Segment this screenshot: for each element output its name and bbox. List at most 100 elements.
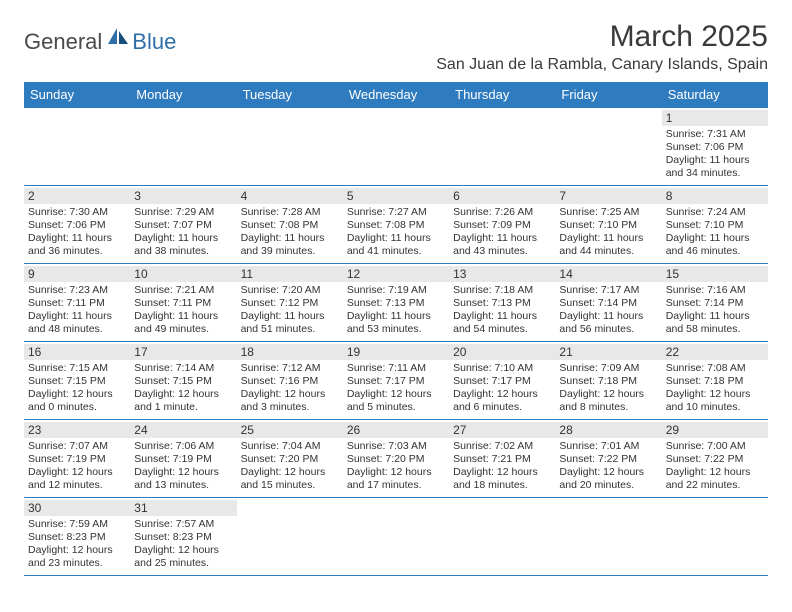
daylight-text: Daylight: 11 hours and 54 minutes. bbox=[453, 310, 551, 336]
calendar-cell: 30Sunrise: 7:59 AMSunset: 8:23 PMDayligh… bbox=[24, 498, 130, 576]
calendar-cell: 13Sunrise: 7:18 AMSunset: 7:13 PMDayligh… bbox=[449, 264, 555, 342]
calendar-cell: 10Sunrise: 7:21 AMSunset: 7:11 PMDayligh… bbox=[130, 264, 236, 342]
sunrise-text: Sunrise: 7:17 AM bbox=[559, 284, 657, 297]
calendar-cell bbox=[449, 108, 555, 186]
sunrise-text: Sunrise: 7:03 AM bbox=[347, 440, 445, 453]
logo-text-blue: Blue bbox=[132, 29, 176, 55]
sunset-text: Sunset: 7:20 PM bbox=[241, 453, 339, 466]
day-number: 31 bbox=[130, 500, 236, 516]
calendar-cell: 9Sunrise: 7:23 AMSunset: 7:11 PMDaylight… bbox=[24, 264, 130, 342]
day-info: Sunrise: 7:19 AMSunset: 7:13 PMDaylight:… bbox=[347, 284, 445, 337]
day-info: Sunrise: 7:09 AMSunset: 7:18 PMDaylight:… bbox=[559, 362, 657, 415]
calendar-cell bbox=[237, 498, 343, 576]
day-info: Sunrise: 7:06 AMSunset: 7:19 PMDaylight:… bbox=[134, 440, 232, 493]
day-info: Sunrise: 7:57 AMSunset: 8:23 PMDaylight:… bbox=[134, 518, 232, 571]
sunrise-text: Sunrise: 7:23 AM bbox=[28, 284, 126, 297]
sunrise-text: Sunrise: 7:16 AM bbox=[666, 284, 764, 297]
sunset-text: Sunset: 7:15 PM bbox=[28, 375, 126, 388]
day-info: Sunrise: 7:02 AMSunset: 7:21 PMDaylight:… bbox=[453, 440, 551, 493]
sunrise-text: Sunrise: 7:19 AM bbox=[347, 284, 445, 297]
sunrise-text: Sunrise: 7:27 AM bbox=[347, 206, 445, 219]
calendar-cell: 5Sunrise: 7:27 AMSunset: 7:08 PMDaylight… bbox=[343, 186, 449, 264]
day-info: Sunrise: 7:17 AMSunset: 7:14 PMDaylight:… bbox=[559, 284, 657, 337]
sunset-text: Sunset: 7:13 PM bbox=[453, 297, 551, 310]
weekday-header: Wednesday bbox=[343, 82, 449, 108]
weekday-header: Thursday bbox=[449, 82, 555, 108]
day-number: 24 bbox=[130, 422, 236, 438]
daylight-text: Daylight: 11 hours and 48 minutes. bbox=[28, 310, 126, 336]
sunset-text: Sunset: 7:19 PM bbox=[28, 453, 126, 466]
sunset-text: Sunset: 7:18 PM bbox=[559, 375, 657, 388]
sunrise-text: Sunrise: 7:12 AM bbox=[241, 362, 339, 375]
day-info: Sunrise: 7:24 AMSunset: 7:10 PMDaylight:… bbox=[666, 206, 764, 259]
logo: General Blue bbox=[24, 26, 176, 57]
daylight-text: Daylight: 12 hours and 18 minutes. bbox=[453, 466, 551, 492]
sunset-text: Sunset: 7:14 PM bbox=[559, 297, 657, 310]
day-info: Sunrise: 7:23 AMSunset: 7:11 PMDaylight:… bbox=[28, 284, 126, 337]
sunset-text: Sunset: 7:15 PM bbox=[134, 375, 232, 388]
daylight-text: Daylight: 11 hours and 38 minutes. bbox=[134, 232, 232, 258]
weekday-header: Sunday bbox=[24, 82, 130, 108]
calendar-week-row: 1 Sunrise: 7:31 AMSunset: 7:06 PMDaylight… bbox=[24, 108, 768, 186]
daylight-text: Daylight: 11 hours and 36 minutes. bbox=[28, 232, 126, 258]
daylight-text: Daylight: 12 hours and 5 minutes. bbox=[347, 388, 445, 414]
daylight-text: Daylight: 12 hours and 15 minutes. bbox=[241, 466, 339, 492]
day-info: Sunrise: 7:07 AMSunset: 7:19 PMDaylight:… bbox=[28, 440, 126, 493]
logo-text-general: General bbox=[24, 29, 102, 55]
day-info: Sunrise: 7:00 AMSunset: 7:22 PMDaylight:… bbox=[666, 440, 764, 493]
calendar-week-row: 23Sunrise: 7:07 AMSunset: 7:19 PMDayligh… bbox=[24, 420, 768, 498]
daylight-text: Daylight: 12 hours and 0 minutes. bbox=[28, 388, 126, 414]
day-info: Sunrise: 7:28 AMSunset: 7:08 PMDaylight:… bbox=[241, 206, 339, 259]
sunrise-text: Sunrise: 7:59 AM bbox=[28, 518, 126, 531]
day-info: Sunrise: 7:59 AMSunset: 8:23 PMDaylight:… bbox=[28, 518, 126, 571]
calendar-cell: 23Sunrise: 7:07 AMSunset: 7:19 PMDayligh… bbox=[24, 420, 130, 498]
sunset-text: Sunset: 7:10 PM bbox=[666, 219, 764, 232]
day-info: Sunrise: 7:14 AMSunset: 7:15 PMDaylight:… bbox=[134, 362, 232, 415]
sunrise-text: Sunrise: 7:02 AM bbox=[453, 440, 551, 453]
day-info: Sunrise: 7:30 AMSunset: 7:06 PMDaylight:… bbox=[28, 206, 126, 259]
day-info: Sunrise: 7:31 AMSunset: 7:06 PMDaylight:… bbox=[666, 128, 764, 181]
calendar-cell bbox=[449, 498, 555, 576]
daylight-text: Daylight: 11 hours and 51 minutes. bbox=[241, 310, 339, 336]
sunrise-text: Sunrise: 7:09 AM bbox=[559, 362, 657, 375]
day-number: 1 bbox=[662, 110, 768, 126]
calendar-cell: 6Sunrise: 7:26 AMSunset: 7:09 PMDaylight… bbox=[449, 186, 555, 264]
day-info: Sunrise: 7:20 AMSunset: 7:12 PMDaylight:… bbox=[241, 284, 339, 337]
sunset-text: Sunset: 7:17 PM bbox=[453, 375, 551, 388]
day-number: 14 bbox=[555, 266, 661, 282]
calendar-week-row: 2Sunrise: 7:30 AMSunset: 7:06 PMDaylight… bbox=[24, 186, 768, 264]
sunrise-text: Sunrise: 7:57 AM bbox=[134, 518, 232, 531]
day-info: Sunrise: 7:25 AMSunset: 7:10 PMDaylight:… bbox=[559, 206, 657, 259]
daylight-text: Daylight: 11 hours and 44 minutes. bbox=[559, 232, 657, 258]
day-info: Sunrise: 7:03 AMSunset: 7:20 PMDaylight:… bbox=[347, 440, 445, 493]
calendar-cell: 8Sunrise: 7:24 AMSunset: 7:10 PMDaylight… bbox=[662, 186, 768, 264]
calendar-cell: 16Sunrise: 7:15 AMSunset: 7:15 PMDayligh… bbox=[24, 342, 130, 420]
sunset-text: Sunset: 7:12 PM bbox=[241, 297, 339, 310]
day-number: 12 bbox=[343, 266, 449, 282]
day-info: Sunrise: 7:26 AMSunset: 7:09 PMDaylight:… bbox=[453, 206, 551, 259]
calendar-cell: 14 Sunrise: 7:17 AMSunset: 7:14 PMDayligh… bbox=[555, 264, 661, 342]
calendar-cell bbox=[24, 108, 130, 186]
sunset-text: Sunset: 7:14 PM bbox=[666, 297, 764, 310]
sunset-text: Sunset: 7:11 PM bbox=[134, 297, 232, 310]
calendar-week-row: 16Sunrise: 7:15 AMSunset: 7:15 PMDayligh… bbox=[24, 342, 768, 420]
sunrise-text: Sunrise: 7:18 AM bbox=[453, 284, 551, 297]
calendar-table: Sunday Monday Tuesday Wednesday Thursday… bbox=[24, 82, 768, 576]
calendar-cell: 1 Sunrise: 7:31 AMSunset: 7:06 PMDaylight… bbox=[662, 108, 768, 186]
day-number: 27 bbox=[449, 422, 555, 438]
calendar-cell bbox=[555, 108, 661, 186]
daylight-text: Daylight: 12 hours and 13 minutes. bbox=[134, 466, 232, 492]
day-info: Sunrise: 7:15 AMSunset: 7:15 PMDaylight:… bbox=[28, 362, 126, 415]
sunset-text: Sunset: 7:08 PM bbox=[347, 219, 445, 232]
day-info: Sunrise: 7:11 AMSunset: 7:17 PMDaylight:… bbox=[347, 362, 445, 415]
day-number: 4 bbox=[237, 188, 343, 204]
weekday-header: Friday bbox=[555, 82, 661, 108]
sunset-text: Sunset: 8:23 PM bbox=[28, 531, 126, 544]
calendar-week-row: 9Sunrise: 7:23 AMSunset: 7:11 PMDaylight… bbox=[24, 264, 768, 342]
calendar-cell: 31 Sunrise: 7:57 AMSunset: 8:23 PMDayligh… bbox=[130, 498, 236, 576]
daylight-text: Daylight: 11 hours and 49 minutes. bbox=[134, 310, 232, 336]
daylight-text: Daylight: 12 hours and 20 minutes. bbox=[559, 466, 657, 492]
sunset-text: Sunset: 7:06 PM bbox=[28, 219, 126, 232]
sunset-text: Sunset: 7:06 PM bbox=[666, 141, 764, 154]
daylight-text: Daylight: 11 hours and 46 minutes. bbox=[666, 232, 764, 258]
